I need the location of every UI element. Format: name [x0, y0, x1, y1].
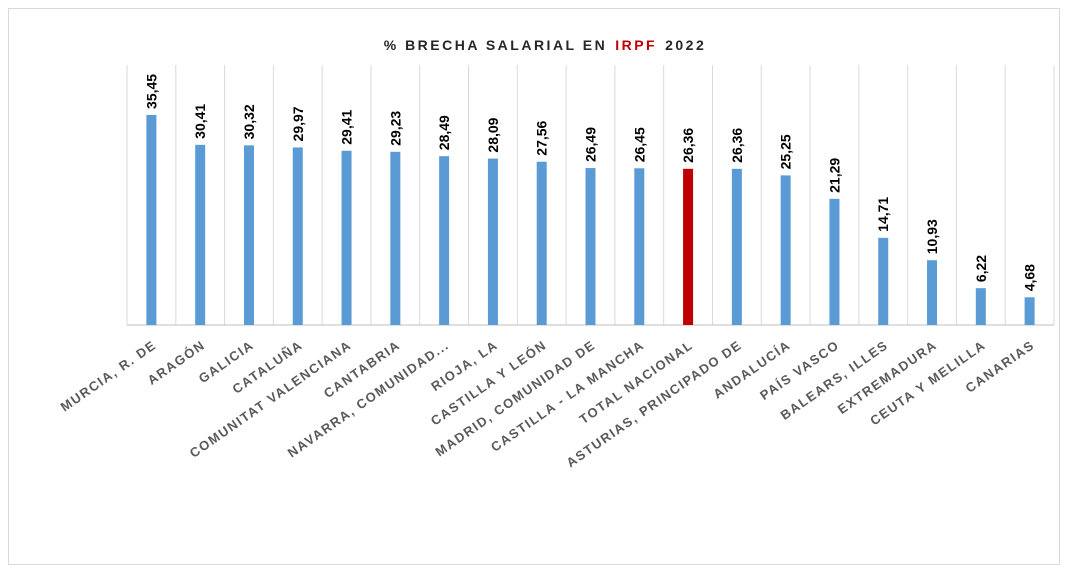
- data-label: 29,97: [290, 106, 306, 141]
- data-label: 30,32: [241, 104, 257, 139]
- bar: [634, 168, 645, 325]
- data-label: 29,23: [387, 111, 403, 146]
- data-label: 28,49: [436, 115, 452, 150]
- data-label: 26,36: [729, 128, 745, 163]
- bar: [243, 145, 254, 325]
- bar: [292, 147, 303, 325]
- bar: [390, 151, 401, 325]
- bar: [829, 198, 840, 325]
- data-label: 28,09: [485, 117, 501, 152]
- data-label: 26,45: [631, 127, 647, 162]
- data-label: 21,29: [826, 158, 842, 193]
- bar: [195, 144, 206, 325]
- bar: [487, 158, 498, 325]
- data-label: 10,93: [924, 219, 940, 254]
- bar: [975, 288, 986, 325]
- bar: [878, 237, 889, 325]
- data-label: 25,25: [778, 134, 794, 169]
- bar: [585, 168, 596, 325]
- chart-title: % BRECHA SALARIAL EN IRPF 2022: [384, 37, 707, 53]
- title-part: % BRECHA SALARIAL EN: [384, 37, 607, 53]
- data-label: 26,36: [680, 128, 696, 163]
- bar: [683, 168, 694, 325]
- data-label: 14,71: [875, 197, 891, 232]
- title-part: 2022: [665, 37, 706, 53]
- bar: [1024, 297, 1035, 325]
- data-label: 29,41: [339, 109, 355, 144]
- bar: [731, 168, 742, 325]
- bar: [341, 150, 352, 325]
- bar: [780, 175, 791, 325]
- data-label: 30,41: [192, 104, 208, 139]
- data-label: 27,56: [534, 120, 550, 155]
- bar: [536, 161, 547, 325]
- bar: [439, 156, 450, 325]
- data-label: 35,45: [143, 74, 159, 109]
- data-label: 4,68: [1022, 264, 1038, 291]
- bar: [927, 260, 938, 325]
- title-part: IRPF: [615, 37, 657, 53]
- data-label: 26,49: [583, 127, 599, 162]
- bar: [146, 114, 157, 326]
- data-label: 6,22: [973, 255, 989, 282]
- chart-frame: [8, 8, 1060, 565]
